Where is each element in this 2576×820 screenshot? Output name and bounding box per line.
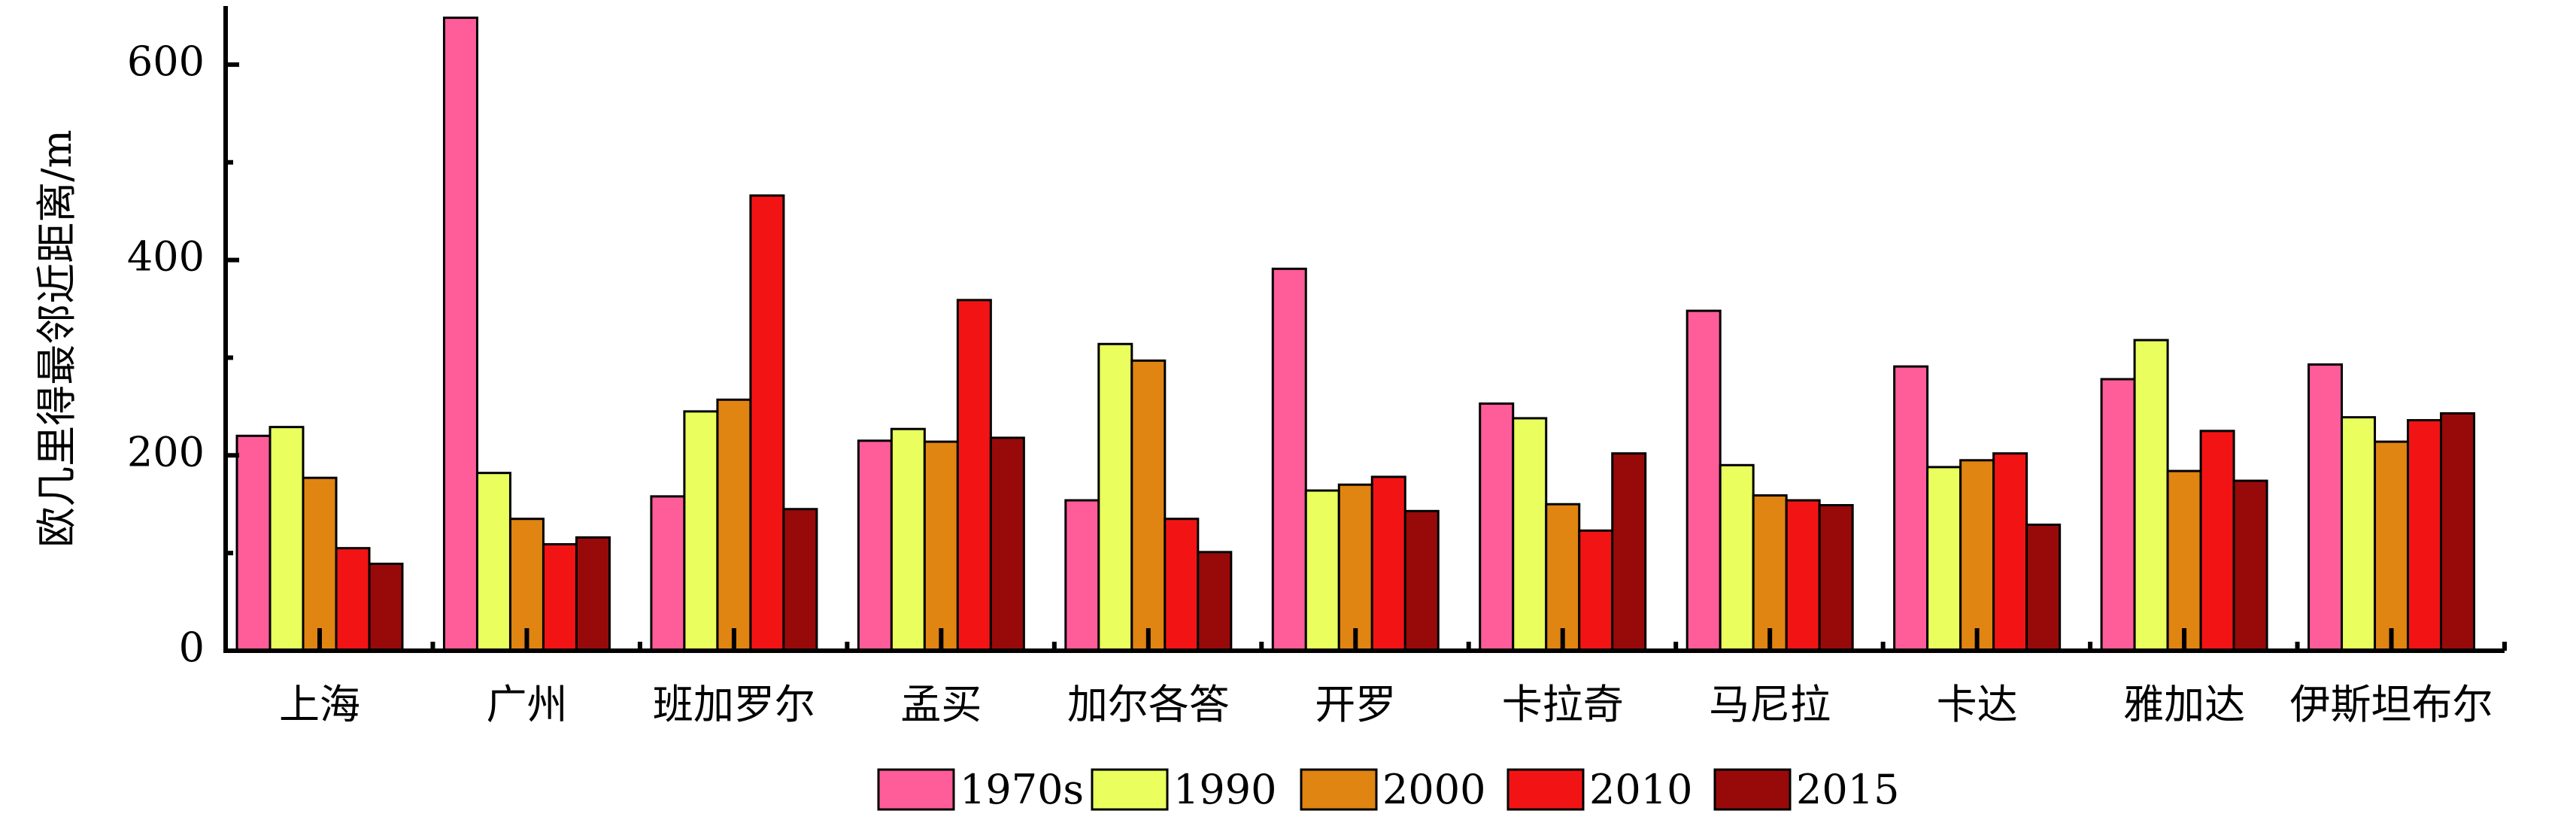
bar-开罗-1970s bbox=[1271, 267, 1307, 652]
axes-group bbox=[223, 6, 2505, 653]
category-label: 班加罗尔 bbox=[653, 681, 815, 728]
legend-label: 1990 bbox=[1173, 766, 1276, 813]
bar-雅加达-2015 bbox=[2232, 479, 2268, 652]
bar-雅加达-1970s bbox=[2100, 378, 2136, 652]
bar-卡拉奇-1990 bbox=[1512, 417, 1548, 652]
bar-班加罗尔-2010 bbox=[749, 194, 785, 652]
bar-马尼拉-2000 bbox=[1752, 494, 1788, 652]
bar-班加罗尔-2015 bbox=[782, 508, 818, 652]
bar-马尼拉-1970s bbox=[1685, 309, 1722, 652]
bar-上海-2015 bbox=[368, 562, 404, 652]
bar-马尼拉-1990 bbox=[1719, 463, 1755, 652]
bar-加尔各答-1970s bbox=[1064, 499, 1100, 652]
bar-上海-2010 bbox=[335, 547, 371, 652]
bar-加尔各答-2000 bbox=[1130, 359, 1167, 652]
legend-label: 2015 bbox=[1796, 766, 1899, 813]
bar-加尔各答-2015 bbox=[1197, 551, 1233, 652]
bar-加尔各答-2010 bbox=[1164, 518, 1200, 652]
bar-马尼拉-2015 bbox=[1818, 504, 1854, 652]
legend-swatch-2010 bbox=[1506, 768, 1585, 811]
category-label: 加尔各答 bbox=[1067, 681, 1230, 728]
bar-伊斯坦布尔-2000 bbox=[2374, 440, 2410, 652]
bar-孟买-2000 bbox=[923, 440, 959, 652]
bar-卡达-2000 bbox=[1959, 459, 1995, 652]
bar-伊斯坦布尔-1970s bbox=[2307, 363, 2344, 652]
bar-卡达-1970s bbox=[1893, 365, 1929, 652]
bar-上海-2000 bbox=[302, 476, 338, 652]
bar-卡达-2010 bbox=[1992, 452, 2028, 652]
bar-雅加达-2010 bbox=[2199, 430, 2235, 652]
legend-swatch-1990 bbox=[1091, 768, 1169, 811]
category-label: 广州 bbox=[486, 681, 567, 728]
bar-卡拉奇-2015 bbox=[1611, 452, 1647, 652]
bar-孟买-2010 bbox=[956, 299, 992, 652]
y-ticks-group: 0 200 400 600 bbox=[127, 38, 239, 671]
bar-卡拉奇-2010 bbox=[1578, 529, 1614, 652]
bar-伊斯坦布尔-1990 bbox=[2341, 416, 2377, 652]
legend: 1970s 1990 2000 2010 2015 bbox=[877, 766, 1899, 813]
bar-班加罗尔-1990 bbox=[683, 410, 719, 652]
bar-孟买-1990 bbox=[890, 427, 926, 652]
category-label: 上海 bbox=[279, 681, 360, 728]
y-tick-label: 0 bbox=[179, 624, 205, 671]
bar-广州-2010 bbox=[542, 542, 578, 652]
bar-卡达-1990 bbox=[1926, 466, 1962, 652]
category-label: 孟买 bbox=[900, 681, 982, 728]
bars-group bbox=[235, 17, 2476, 652]
y-tick-label: 600 bbox=[127, 38, 205, 85]
y-tick-label: 400 bbox=[127, 233, 205, 281]
bar-卡达-2015 bbox=[2025, 523, 2062, 652]
bar-班加罗尔-1970s bbox=[650, 495, 686, 652]
y-tick-label: 200 bbox=[127, 428, 205, 475]
category-label: 卡达 bbox=[1937, 681, 2018, 728]
y-axis-title: 欧几里得最邻近距离/m bbox=[33, 129, 80, 547]
bar-上海-1990 bbox=[269, 426, 305, 652]
legend-swatch-1970s bbox=[877, 768, 955, 811]
bar-开罗-2015 bbox=[1403, 509, 1440, 652]
legend-swatch-2000 bbox=[1300, 768, 1378, 811]
legend-label: 2000 bbox=[1382, 766, 1485, 813]
bar-开罗-1990 bbox=[1304, 489, 1340, 652]
bar-班加罗尔-2000 bbox=[716, 398, 752, 652]
legend-label: 2010 bbox=[1589, 766, 1692, 813]
bar-加尔各答-1990 bbox=[1097, 342, 1133, 652]
category-label: 开罗 bbox=[1315, 681, 1396, 728]
category-label: 卡拉奇 bbox=[1502, 681, 1624, 728]
legend-swatch-2015 bbox=[1713, 768, 1792, 811]
bar-开罗-2000 bbox=[1337, 483, 1373, 652]
bar-孟买-2015 bbox=[989, 436, 1025, 652]
bar-伊斯坦布尔-2015 bbox=[2440, 412, 2476, 652]
category-label: 马尼拉 bbox=[1709, 681, 1831, 728]
bar-孟买-1970s bbox=[857, 439, 893, 652]
bar-开罗-2010 bbox=[1370, 475, 1406, 652]
bar-雅加达-2000 bbox=[2166, 469, 2202, 652]
bar-雅加达-1990 bbox=[2133, 339, 2169, 652]
category-labels-group: 上海 广州 班加罗尔 孟买 加尔各答 开罗 卡拉奇 马尼拉 卡达 雅加达 伊斯坦布尔 bbox=[279, 628, 2507, 728]
bar-伊斯坦布尔-2010 bbox=[2407, 419, 2443, 652]
bar-卡拉奇-1970s bbox=[1479, 402, 1515, 652]
bar-广州-1970s bbox=[442, 17, 478, 652]
legend-label: 1970s bbox=[960, 766, 1084, 813]
bar-马尼拉-2010 bbox=[1785, 499, 1821, 652]
bar-广州-2015 bbox=[575, 536, 611, 652]
bar-广州-1990 bbox=[475, 472, 511, 652]
bar-上海-1970s bbox=[235, 434, 272, 652]
category-label: 雅加达 bbox=[2123, 681, 2245, 728]
category-label: 伊斯坦布尔 bbox=[2290, 681, 2493, 728]
